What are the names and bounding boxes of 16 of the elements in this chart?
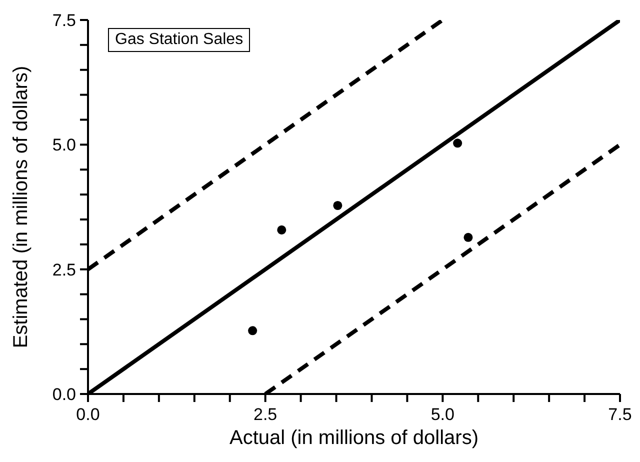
y-tick-label: 5.0 bbox=[52, 136, 76, 155]
x-tick-label: 2.5 bbox=[254, 405, 278, 424]
point bbox=[453, 138, 462, 148]
x-tick-label: 0.0 bbox=[76, 405, 100, 424]
text: Gas Station Sales bbox=[108, 28, 250, 52]
point bbox=[333, 201, 342, 210]
x-axis-title: Actual (in millions of dollars) bbox=[230, 427, 478, 449]
y-tick-label: 7.5 bbox=[52, 11, 76, 30]
point bbox=[248, 326, 258, 336]
y-tick-label: 2.5 bbox=[52, 260, 76, 280]
x-tick-label: 7.5 bbox=[608, 405, 632, 424]
point bbox=[277, 225, 286, 234]
y-tick-label: 0.0 bbox=[52, 385, 76, 404]
point bbox=[464, 232, 473, 242]
y-axis-title: Estimated (in millions of dollars) bbox=[10, 66, 32, 348]
x-tick-label: 5.0 bbox=[430, 405, 454, 424]
